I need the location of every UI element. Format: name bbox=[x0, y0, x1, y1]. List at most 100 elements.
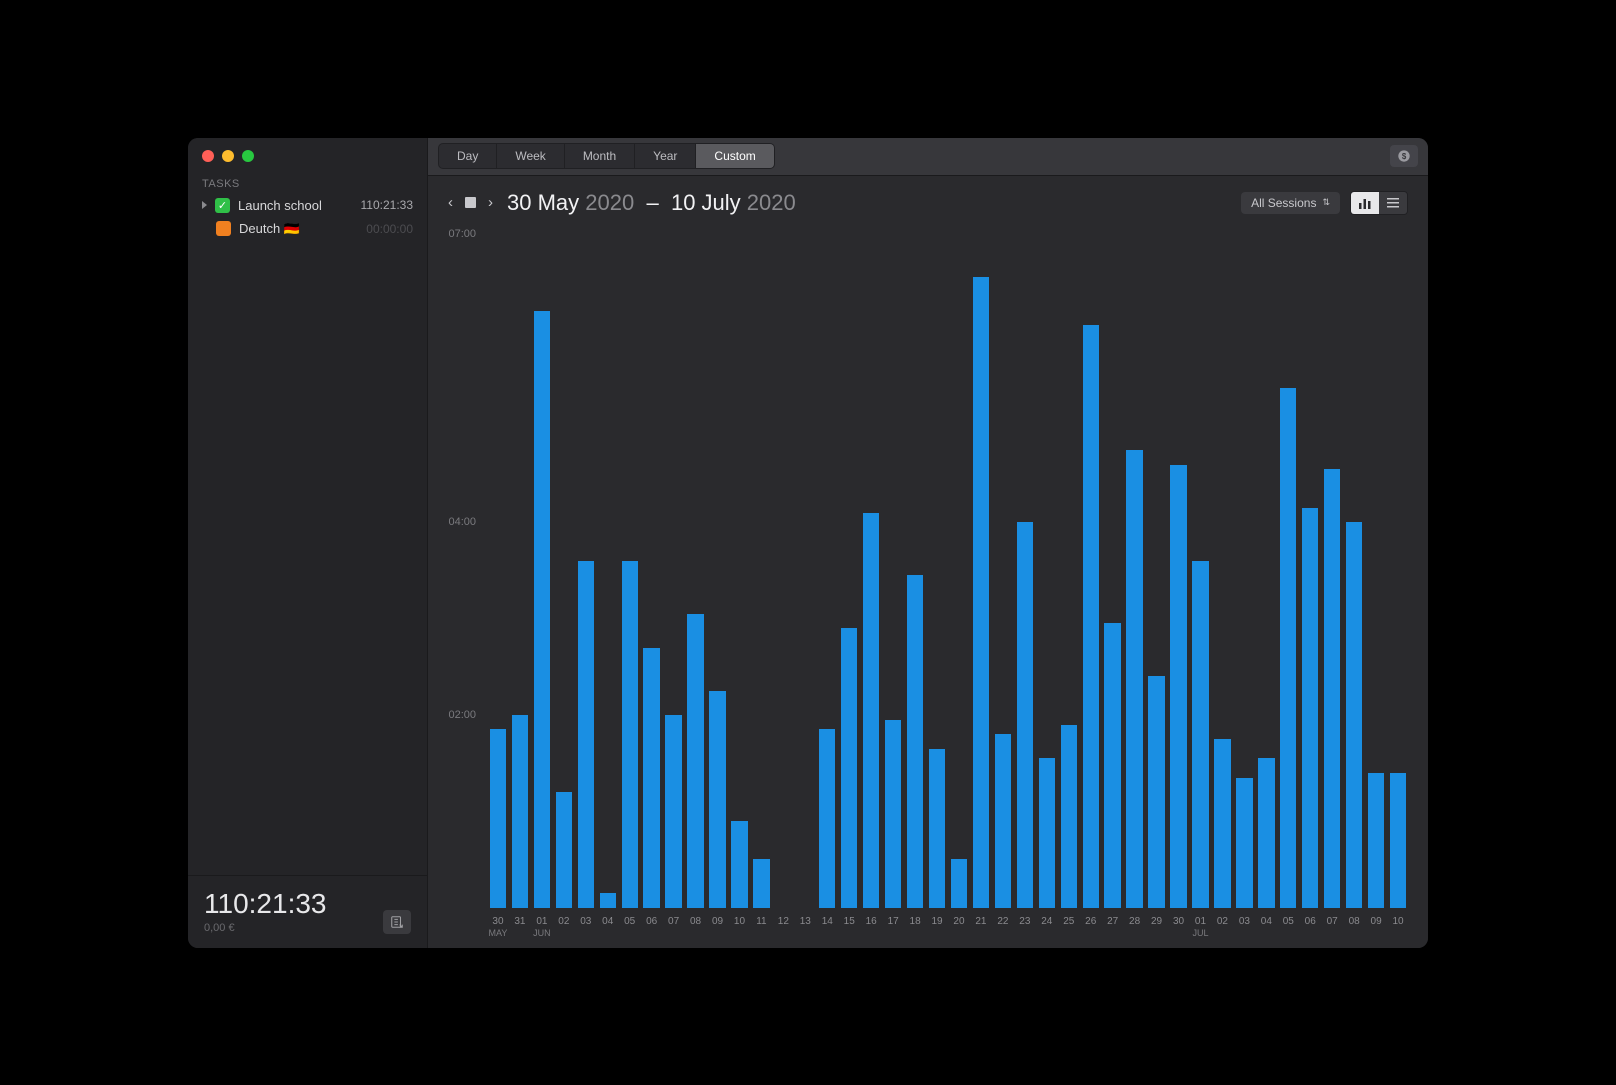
x-tick-day: 10 bbox=[729, 916, 749, 928]
x-tick-day: 13 bbox=[795, 916, 815, 928]
bar[interactable] bbox=[973, 277, 989, 908]
bar[interactable] bbox=[753, 859, 769, 907]
bar[interactable] bbox=[622, 561, 638, 908]
bar[interactable] bbox=[885, 720, 901, 908]
bar[interactable] bbox=[665, 715, 681, 908]
range-segment-month[interactable]: Month bbox=[565, 144, 635, 168]
bar[interactable] bbox=[512, 715, 528, 908]
x-tick: 13 bbox=[795, 916, 815, 938]
bar-slot bbox=[1344, 234, 1364, 908]
bar[interactable] bbox=[1302, 508, 1318, 908]
x-tick-day: 31 bbox=[510, 916, 530, 928]
bar[interactable] bbox=[1170, 465, 1186, 908]
export-button[interactable] bbox=[383, 910, 411, 934]
bar[interactable] bbox=[600, 893, 616, 907]
bar-slot bbox=[1256, 234, 1276, 908]
bar[interactable] bbox=[1192, 561, 1208, 908]
range-segment-week[interactable]: Week bbox=[497, 144, 564, 168]
bar[interactable] bbox=[1148, 676, 1164, 907]
task-checkbox[interactable]: ✓ bbox=[215, 198, 230, 213]
x-tick: 30MAY bbox=[488, 916, 508, 938]
task-time: 00:00:00 bbox=[366, 222, 413, 236]
bar[interactable] bbox=[709, 691, 725, 908]
task-row[interactable]: ✓Launch school110:21:33 bbox=[188, 194, 427, 217]
bar[interactable] bbox=[1061, 725, 1077, 908]
minimize-icon[interactable] bbox=[222, 150, 234, 162]
range-segment-custom[interactable]: Custom bbox=[696, 144, 773, 168]
range-segment-day[interactable]: Day bbox=[439, 144, 497, 168]
bar[interactable] bbox=[1214, 739, 1230, 908]
bar[interactable] bbox=[643, 648, 659, 908]
x-tick: 08 bbox=[686, 916, 706, 938]
bar-slot bbox=[1103, 234, 1123, 908]
x-tick-day: 01 bbox=[1191, 916, 1211, 928]
date-sep: – bbox=[646, 190, 658, 215]
x-tick-month: MAY bbox=[488, 928, 508, 938]
bar-slot bbox=[554, 234, 574, 908]
x-tick: 26 bbox=[1081, 916, 1101, 938]
x-tick-day: 29 bbox=[1147, 916, 1167, 928]
bar-slot bbox=[1322, 234, 1342, 908]
bar[interactable] bbox=[1346, 522, 1362, 907]
bar[interactable] bbox=[1324, 469, 1340, 907]
bar[interactable] bbox=[929, 749, 945, 908]
x-tick-day: 28 bbox=[1125, 916, 1145, 928]
bar[interactable] bbox=[819, 729, 835, 907]
close-icon[interactable] bbox=[202, 150, 214, 162]
bar-slot bbox=[839, 234, 859, 908]
bar-slot bbox=[686, 234, 706, 908]
x-tick-day: 15 bbox=[839, 916, 859, 928]
bar[interactable] bbox=[1236, 778, 1252, 908]
bar-slot bbox=[708, 234, 728, 908]
zoom-icon[interactable] bbox=[242, 150, 254, 162]
bar[interactable] bbox=[907, 575, 923, 907]
bar[interactable] bbox=[731, 821, 747, 908]
bar[interactable] bbox=[1258, 758, 1274, 907]
next-button[interactable]: › bbox=[488, 194, 493, 211]
x-tick: 11 bbox=[751, 916, 771, 938]
list-view-button[interactable] bbox=[1379, 192, 1407, 214]
bar[interactable] bbox=[1126, 450, 1142, 907]
bar[interactable] bbox=[1083, 325, 1099, 908]
bar[interactable] bbox=[995, 734, 1011, 907]
x-tick: 04 bbox=[1256, 916, 1276, 938]
bar-chart-icon bbox=[1358, 197, 1372, 209]
bar[interactable] bbox=[1368, 773, 1384, 908]
bar-slot bbox=[1366, 234, 1386, 908]
sessions-dropdown[interactable]: All Sessions ⇅ bbox=[1241, 192, 1340, 214]
bar[interactable] bbox=[556, 792, 572, 908]
bar[interactable] bbox=[1039, 758, 1055, 907]
x-tick-day: 17 bbox=[883, 916, 903, 928]
task-row[interactable]: Deutch 🇩🇪00:00:00 bbox=[188, 217, 427, 241]
x-tick-day: 10 bbox=[1388, 916, 1408, 928]
bar-slot bbox=[905, 234, 925, 908]
x-tick: 03 bbox=[1234, 916, 1254, 938]
bar[interactable] bbox=[1390, 773, 1406, 908]
bar[interactable] bbox=[1280, 388, 1296, 908]
chart-view-button[interactable] bbox=[1351, 192, 1379, 214]
bar[interactable] bbox=[863, 513, 879, 908]
x-tick-day: 08 bbox=[686, 916, 706, 928]
prev-button[interactable]: ‹ bbox=[448, 194, 453, 211]
bar[interactable] bbox=[490, 729, 506, 907]
x-tick-day: 24 bbox=[1037, 916, 1057, 928]
bar[interactable] bbox=[841, 628, 857, 907]
bar[interactable] bbox=[687, 614, 703, 908]
cost-toggle-button[interactable]: $ bbox=[1390, 145, 1418, 167]
bar-slot bbox=[1059, 234, 1079, 908]
task-checkbox[interactable] bbox=[216, 221, 231, 236]
range-segment-year[interactable]: Year bbox=[635, 144, 696, 168]
bar[interactable] bbox=[951, 859, 967, 907]
x-tick: 28 bbox=[1125, 916, 1145, 938]
bar[interactable] bbox=[1017, 522, 1033, 907]
bar-slot bbox=[1037, 234, 1057, 908]
today-button[interactable] bbox=[465, 197, 476, 208]
total-cost: 0,00 € bbox=[204, 922, 327, 934]
bar[interactable] bbox=[1104, 623, 1120, 907]
bar-slot bbox=[949, 234, 969, 908]
bar[interactable] bbox=[534, 311, 550, 908]
bar[interactable] bbox=[578, 561, 594, 908]
bar-slot bbox=[1278, 234, 1298, 908]
x-tick: 27 bbox=[1103, 916, 1123, 938]
disclosure-triangle-icon[interactable] bbox=[202, 201, 207, 209]
